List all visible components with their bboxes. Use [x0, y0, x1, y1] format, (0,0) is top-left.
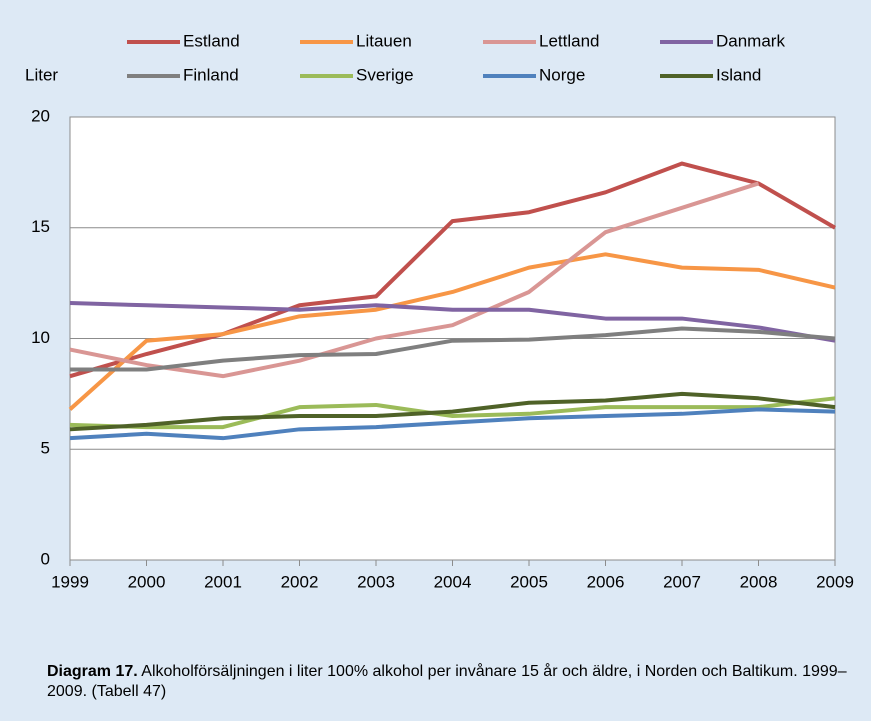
legend-label: Estland	[183, 31, 240, 50]
legend-label: Danmark	[716, 31, 785, 50]
y-tick-label: 15	[31, 217, 50, 236]
legend-label: Litauen	[356, 31, 412, 50]
x-tick-label: 1999	[51, 572, 89, 591]
series-line	[69, 407, 836, 441]
series-line	[68, 252, 836, 411]
y-tick-label: 10	[31, 328, 50, 347]
x-tick-label: 2002	[281, 572, 319, 591]
x-tick-label: 2001	[204, 572, 242, 591]
legend-label: Finland	[183, 65, 239, 84]
x-tick-label: 2004	[434, 572, 472, 591]
chart: Liter 0 5 10 15 20 1999 2000 2001 2002 2003 2004 20…	[25, 31, 854, 591]
series-line	[69, 161, 837, 379]
x-tick-label: 2008	[740, 572, 778, 591]
legend-label: Lettland	[539, 31, 600, 50]
series-line	[69, 391, 836, 432]
x-tick-label: 2007	[663, 572, 701, 591]
x-tick-label: 2003	[357, 572, 395, 591]
caption-text: Alkoholförsäljningen i liter 100% alkoho…	[47, 663, 847, 700]
series-line	[69, 396, 836, 430]
x-tick-label: 2000	[128, 572, 166, 591]
caption: Diagram 17. Alkoholförsäljningen i liter…	[47, 662, 847, 702]
x-tick-label: 2006	[587, 572, 625, 591]
series-line	[69, 181, 760, 379]
y-tick-label: 20	[31, 106, 50, 125]
y-tick-label: 0	[41, 549, 50, 568]
legend-label: Island	[716, 65, 761, 84]
caption-label: Diagram 17.	[47, 663, 138, 680]
legend-label: Norge	[539, 65, 585, 84]
legend-label: Sverige	[356, 65, 414, 84]
y-axis-label: Liter	[25, 65, 58, 84]
series-line	[70, 326, 836, 372]
x-tick-label: 2005	[510, 572, 548, 591]
series-line	[69, 301, 836, 343]
y-tick-label: 5	[41, 439, 50, 458]
x-tick-label: 2009	[816, 572, 854, 591]
